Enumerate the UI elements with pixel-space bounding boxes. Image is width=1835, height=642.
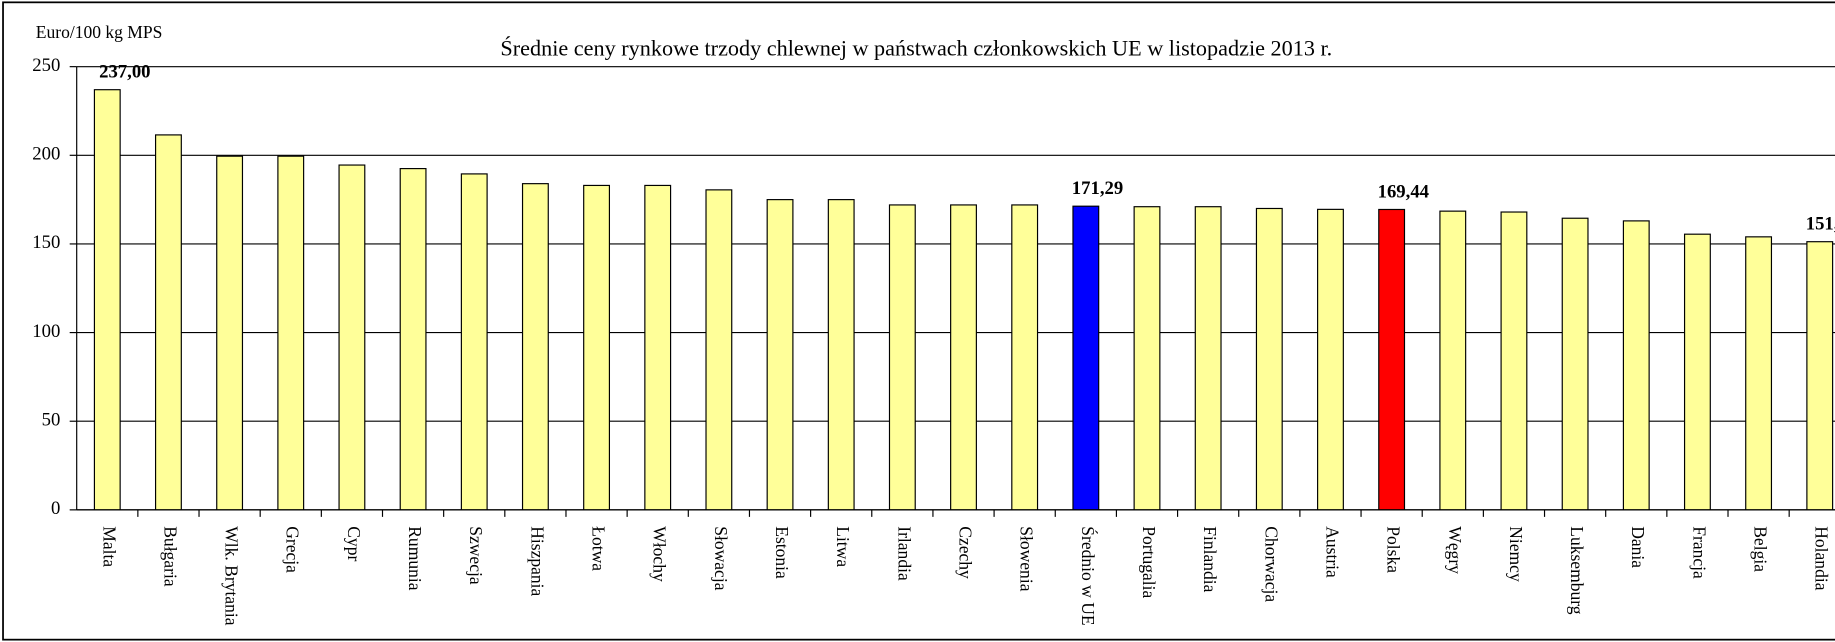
y-tick-label: 0 (51, 498, 60, 519)
bar (1622, 220, 1650, 511)
x-tick-label: Belgia (1751, 526, 1771, 572)
bar (460, 173, 488, 511)
bar (705, 189, 733, 511)
x-tick-label: Wlk. Brytania (222, 526, 242, 626)
y-tick-label: 50 (42, 410, 61, 431)
bar (338, 164, 366, 511)
bar (766, 199, 794, 511)
bar (1561, 217, 1589, 511)
bar (93, 89, 121, 511)
x-tick-label: Holandia (1812, 526, 1832, 590)
x-tick-label: Litwa (833, 526, 853, 567)
x-tick-label: Francja (1689, 526, 1709, 579)
x-tick-label: Słowenia (1017, 526, 1037, 591)
x-tick-label: Cypr (344, 526, 364, 561)
bar (1500, 211, 1528, 511)
x-tick-label: Finlandia (1200, 526, 1220, 592)
bar (1317, 208, 1344, 511)
data-label: 237,00 (99, 62, 150, 83)
x-tick-label: Austria (1322, 526, 1342, 578)
y-tick-label: 100 (32, 321, 60, 342)
x-tick-label: Dania (1628, 526, 1648, 568)
bar (216, 155, 244, 511)
bar (888, 204, 916, 511)
bar (1378, 208, 1406, 511)
x-tick-label: Rumunia (405, 526, 425, 590)
x-tick-label: Portugalia (1139, 526, 1159, 598)
x-tick-label: Malta (99, 526, 119, 567)
x-tick-label: Niemcy (1506, 526, 1526, 582)
x-tick-label: Chorwacja (1261, 526, 1281, 602)
chart-title: Średnie ceny rynkowe trzody chlewnej w p… (500, 34, 1332, 60)
x-tick-label: Grecja (283, 526, 303, 573)
bar (1011, 204, 1039, 511)
x-tick-label: Czechy (955, 526, 975, 579)
x-tick-label: Średnio w UE (1078, 526, 1098, 625)
bar (399, 168, 427, 511)
data-label: 151,26 (1806, 214, 1835, 235)
bar (827, 199, 855, 511)
bar (1439, 210, 1467, 511)
x-tick-label: Luksemburg (1567, 526, 1587, 615)
y-tick-label: 150 (32, 232, 60, 253)
data-label: 169,44 (1378, 181, 1429, 202)
bar (1194, 206, 1222, 511)
x-tick-label: Łotwa (589, 526, 609, 571)
bar (583, 184, 611, 511)
x-tick-label: Estonia (772, 526, 792, 579)
x-tick-label: Bułgaria (160, 526, 180, 587)
bar (644, 184, 672, 511)
bar (154, 134, 182, 511)
bar (277, 155, 305, 511)
x-tick-label: Hiszpania (527, 526, 547, 596)
bar (1806, 241, 1834, 511)
x-tick-label: Słowacja (711, 526, 731, 590)
bar (1745, 236, 1773, 511)
x-tick-label: Szwecja (466, 526, 486, 585)
bar (950, 204, 977, 511)
bar (1255, 207, 1283, 511)
x-tick-label: Irlandia (894, 526, 914, 581)
x-tick-label: Polska (1384, 526, 1404, 573)
y-tick-label: 200 (32, 144, 60, 165)
x-tick-label: Włochy (650, 526, 670, 582)
bar (1072, 205, 1100, 511)
y-tick-label: 250 (32, 55, 60, 76)
y-axis-label: Euro/100 kg MPS (36, 22, 163, 42)
bar (1133, 206, 1161, 511)
data-label: 171,29 (1072, 178, 1123, 199)
x-tick-label: Węgry (1445, 526, 1465, 574)
bar (1683, 233, 1711, 511)
bar (521, 183, 549, 511)
